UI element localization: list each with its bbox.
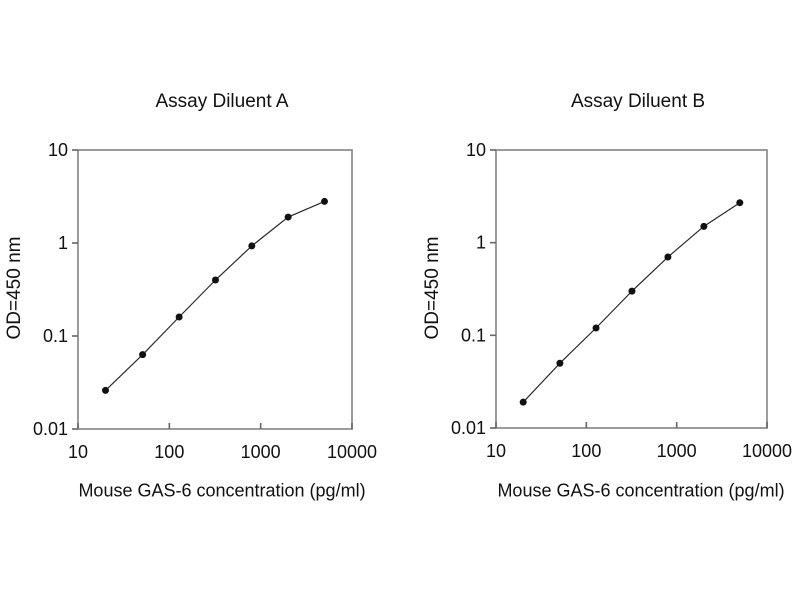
- data-point-marker: [556, 359, 564, 367]
- data-point-marker: [664, 253, 672, 261]
- data-point-marker: [736, 199, 744, 207]
- y-tick-label: 10: [466, 140, 486, 160]
- x-tick-label: 1000: [657, 441, 697, 461]
- data-point-marker: [175, 313, 183, 321]
- x-tick-label: 10: [486, 441, 506, 461]
- standard-curve-line: [105, 200, 325, 391]
- data-point-marker: [700, 222, 708, 230]
- chart-title-a: Assay Diluent A: [155, 91, 289, 112]
- x-axis-label-a: Mouse GAS-6 concentration (pg/ml): [78, 480, 366, 501]
- y-tick-label: 0.01: [33, 419, 68, 439]
- chart-title-b: Assay Diluent B: [570, 91, 706, 112]
- y-axis-label-b: OD=450 nm: [422, 236, 443, 340]
- plot-frame: [495, 149, 768, 429]
- x-tick-label: 10: [68, 442, 88, 462]
- y-tick-label: 10: [48, 140, 68, 160]
- y-tick-label: 0.01: [451, 418, 486, 438]
- x-tick-label: 10000: [742, 441, 792, 461]
- data-point-marker: [139, 351, 147, 359]
- x-tick-label: 100: [571, 441, 601, 461]
- data-point-marker: [592, 324, 600, 332]
- standard-curve-line: [522, 202, 741, 403]
- data-point-marker: [211, 276, 219, 284]
- data-point-marker: [248, 242, 256, 250]
- x-tick-label: 10000: [327, 442, 377, 462]
- y-tick-label: 0.1: [43, 326, 68, 346]
- plot-frame: [77, 149, 353, 430]
- data-point-marker: [284, 213, 292, 221]
- data-point-marker: [628, 287, 636, 295]
- x-tick-label: 100: [154, 442, 184, 462]
- y-tick-label: 1: [58, 233, 68, 253]
- y-axis-label-a: OD=450 nm: [4, 236, 25, 340]
- x-tick-label: 1000: [241, 442, 281, 462]
- y-tick-label: 1: [476, 233, 486, 253]
- data-point-marker: [101, 386, 109, 394]
- data-point-marker: [321, 197, 329, 205]
- y-tick-label: 0.1: [461, 325, 486, 345]
- x-axis-label-b: Mouse GAS-6 concentration (pg/ml): [497, 480, 785, 501]
- data-point-marker: [519, 398, 527, 406]
